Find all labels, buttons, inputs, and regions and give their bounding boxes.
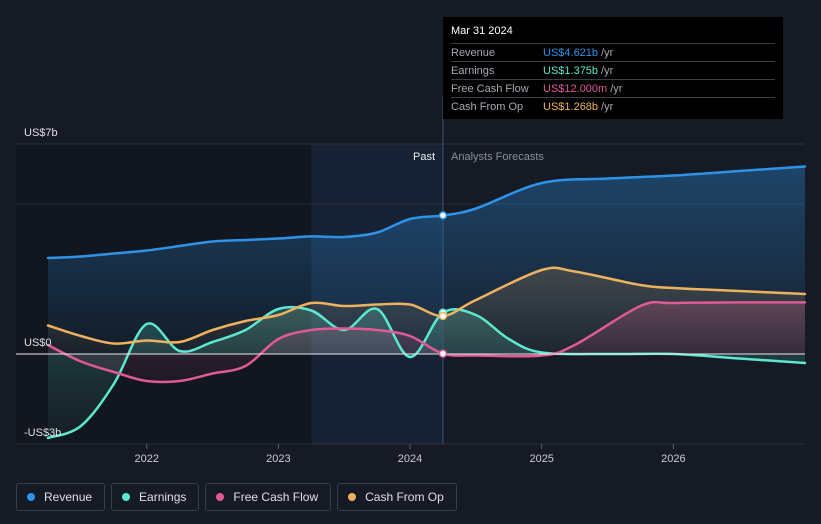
legend-label: Earnings xyxy=(139,490,187,504)
tooltip-date: Mar 31 2024 xyxy=(451,25,513,37)
tooltip-row-revenue: Revenue US$4.621b/yr xyxy=(451,43,775,61)
legend-item-revenue[interactable]: Revenue xyxy=(16,483,106,511)
legend-item-earnings[interactable]: Earnings xyxy=(111,483,200,511)
tooltip-unit: /yr xyxy=(601,46,614,59)
y-tick-label: -US$3b xyxy=(24,427,61,439)
revenue-line xyxy=(46,165,807,260)
tooltip-label: Cash From Op xyxy=(451,100,524,113)
tooltip-unit: /yr xyxy=(601,64,614,77)
tooltip-row-earnings: Earnings US$1.375b/yr xyxy=(451,61,775,79)
y-tick-label: US$0 xyxy=(24,337,52,349)
free-cash-flow-line xyxy=(46,300,807,384)
legend-label: Revenue xyxy=(44,490,93,504)
legend-dot-icon xyxy=(216,493,225,501)
tooltip-row-cash-from-op: Cash From Op US$1.268b/yr xyxy=(451,97,775,115)
legend-item-free-cash-flow[interactable]: Free Cash Flow xyxy=(205,483,332,511)
tooltip-unit: /yr xyxy=(610,82,623,95)
x-tick-label: 2025 xyxy=(529,453,553,465)
legend-item-cash-from-op[interactable]: Cash From Op xyxy=(337,483,457,511)
legend: Revenue Earnings Free Cash Flow Cash From O… xyxy=(16,483,457,511)
tooltip-label: Free Cash Flow xyxy=(451,82,529,95)
tooltip-value: US$1.375b xyxy=(543,64,599,77)
legend-label: Free Cash Flow xyxy=(233,490,319,504)
tooltip-value: US$12.000m xyxy=(543,82,608,95)
tooltip-value: US$1.268b xyxy=(543,100,599,113)
tooltip-unit: /yr xyxy=(601,100,614,113)
tooltip-label: Revenue xyxy=(451,46,496,59)
legend-dot-icon xyxy=(27,493,35,501)
tooltip-label: Earnings xyxy=(451,64,495,77)
x-tick-label: 2026 xyxy=(661,453,685,465)
tooltip: Mar 31 2024 Revenue US$4.621b/yr Earnings U… xyxy=(443,17,783,119)
legend-label: Cash From Op xyxy=(365,490,444,504)
tooltip-row-free-cash-flow: Free Cash Flow US$12.000m/yr xyxy=(451,79,775,97)
y-tick-label: US$7b xyxy=(24,127,58,139)
past-label: Past xyxy=(413,151,435,163)
legend-dot-icon xyxy=(122,493,131,501)
forecast-label: Analysts Forecasts xyxy=(451,151,544,163)
x-tick-label: 2023 xyxy=(266,453,290,465)
x-tick-label: 2024 xyxy=(398,453,422,465)
free-cash-flow-marker[interactable] xyxy=(438,349,448,358)
x-tick-label: 2022 xyxy=(134,453,158,465)
legend-dot-icon xyxy=(348,493,357,501)
cash-from-op-line xyxy=(46,266,807,345)
tooltip-value: US$4.621b xyxy=(543,46,599,59)
cash-from-op-marker[interactable] xyxy=(438,311,448,321)
revenue-marker[interactable] xyxy=(438,211,448,220)
